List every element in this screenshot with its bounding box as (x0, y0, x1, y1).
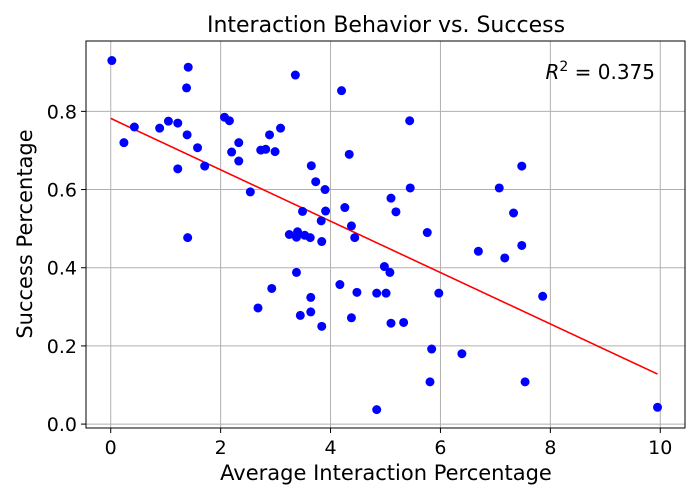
data-point (653, 402, 663, 412)
regression-line (110, 117, 658, 375)
data-point (200, 161, 210, 171)
data-point (457, 349, 467, 359)
data-point (155, 123, 165, 133)
y-tick-label: 0.8 (47, 101, 77, 123)
data-point (350, 233, 360, 243)
data-point (391, 207, 401, 217)
data-point (517, 240, 527, 250)
grid-lines (86, 41, 685, 428)
x-axis-label: Average Interaction Percentage (220, 461, 552, 485)
data-point (538, 291, 548, 301)
regression-line-group (110, 117, 658, 375)
data-point (405, 183, 415, 193)
y-tick-label: 0.2 (47, 336, 77, 358)
data-point (494, 183, 504, 193)
data-point (381, 288, 391, 298)
data-point (183, 233, 193, 243)
data-point (182, 83, 192, 93)
x-tick-label: 10 (648, 437, 672, 459)
x-tick-label: 0 (105, 437, 117, 459)
data-point (337, 86, 347, 96)
data-point (265, 130, 275, 140)
data-point (386, 193, 396, 203)
data-point (234, 156, 244, 166)
data-point (261, 144, 271, 154)
y-tick-label: 0.0 (47, 414, 77, 436)
data-point (385, 267, 395, 277)
r-squared-symbol: R (545, 60, 559, 84)
data-point (291, 267, 301, 277)
y-axis-label: Success Percentage (13, 129, 37, 338)
data-point (276, 123, 286, 133)
x-tick-label: 8 (544, 437, 556, 459)
y-tick-label: 0.6 (47, 180, 77, 202)
data-point (379, 262, 389, 272)
data-point (182, 130, 192, 140)
plot-frame (85, 40, 686, 429)
data-point (425, 377, 435, 387)
data-point (320, 185, 330, 195)
data-point (306, 161, 316, 171)
data-point (316, 216, 326, 226)
data-point (183, 62, 193, 72)
data-point (163, 116, 173, 126)
data-point (119, 138, 129, 148)
x-tick-label: 4 (324, 437, 336, 459)
data-point (335, 280, 345, 290)
data-point (306, 292, 316, 302)
data-point (227, 147, 237, 157)
r-squared-value: = 0.375 (568, 60, 655, 84)
data-point (386, 318, 396, 328)
data-point (399, 317, 409, 327)
data-point (346, 221, 356, 231)
data-point (317, 237, 327, 247)
data-point (245, 187, 255, 197)
data-point (340, 203, 350, 213)
data-point (173, 118, 183, 128)
data-point (253, 303, 263, 313)
data-point (427, 344, 437, 354)
data-point (298, 206, 308, 216)
data-point (306, 307, 316, 317)
x-tick-label: 6 (434, 437, 446, 459)
y-tick-label: 0.4 (47, 258, 77, 280)
data-point (311, 177, 321, 187)
data-point (500, 253, 510, 263)
data-point (473, 246, 483, 256)
chart-title: Interaction Behavior vs. Success (207, 13, 565, 38)
data-point (405, 116, 415, 126)
data-point (193, 143, 203, 153)
data-point (422, 228, 432, 238)
data-point (290, 70, 300, 80)
data-point (517, 161, 527, 171)
data-point (509, 208, 519, 218)
data-point (295, 310, 305, 320)
data-points (107, 56, 663, 415)
data-point (224, 116, 234, 126)
data-point (267, 283, 277, 293)
data-point (270, 147, 280, 157)
data-point (234, 138, 244, 148)
y-axis-ticks: 0.0 0.2 0.4 0.6 0.8 (47, 101, 86, 436)
data-point (173, 164, 183, 174)
x-axis-ticks: 0 2 4 6 8 10 (105, 428, 672, 459)
r-squared-annotation: R2 = 0.375 (545, 59, 655, 84)
r-squared-exponent: 2 (559, 59, 568, 75)
data-point (321, 206, 331, 216)
data-point (352, 287, 362, 297)
data-point (293, 227, 303, 237)
data-point (284, 230, 294, 239)
data-point (317, 321, 327, 331)
data-point (434, 288, 444, 298)
data-point (129, 122, 139, 132)
data-point (520, 377, 530, 387)
data-point (346, 313, 356, 323)
data-point (372, 288, 382, 298)
x-tick-label: 2 (215, 437, 227, 459)
data-point (305, 233, 315, 243)
data-point (372, 405, 382, 415)
data-point (344, 149, 354, 159)
data-point (107, 56, 117, 66)
